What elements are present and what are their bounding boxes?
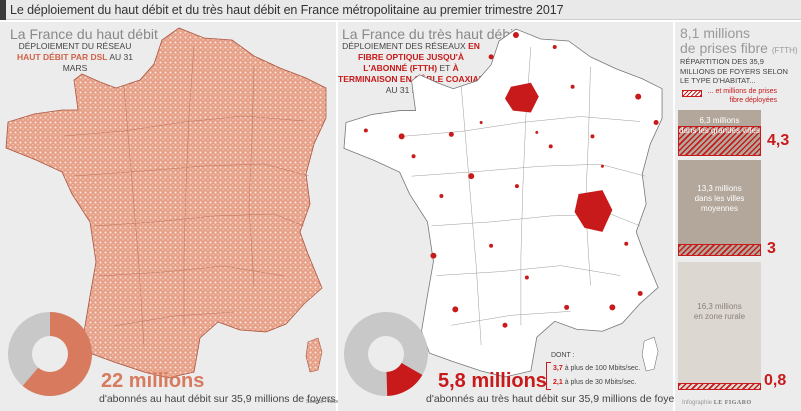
ftth-areas [363,32,659,328]
right-description: RÉPARTITION DES 35,9 MILLIONS DE FOYERS … [680,57,788,85]
detail-text: à plus de 30 Mbits/sec. [564,379,637,386]
mid-big-number: 5,8 millions [438,370,547,392]
donut-haut-debit [8,312,92,396]
ftth-paris [505,82,539,113]
map-tres-haut-debit [343,28,663,378]
mid-subtitle-d: ET [439,63,451,73]
ftth-lyon [574,190,613,232]
mid-subtitle-b: EN FIBRE OPTIQUE [358,41,480,62]
block-label-value: 13,3 millions [697,184,742,193]
dont-label: DONT : [551,352,575,359]
right-title-unit: (FTTH) [771,46,798,55]
title-bar: Le déploiement du haut débit et du très … [0,0,801,20]
fiber-value: 0,8 [764,372,787,389]
mid-subtitle-c: JUSQU'À L'ABONNÉ (FTTH) [363,52,464,73]
detail-bracket [546,362,551,390]
block-label: 16,3 millions en zone rurale [678,302,761,322]
block-label: 6,3 millions dans les grandes villes [678,116,761,136]
detail-text: à plus de 100 Mbits/sec. [564,365,641,372]
left-caption: d'abonnés au haut débit sur 35,9 million… [99,393,336,405]
block-zone-rurale: 16,3 millions en zone rurale [678,262,761,390]
donut-tres-haut-debit [344,312,428,396]
block-label-text: en zone rurale [693,312,746,321]
left-subtitle-date: AU 31 MARS [62,52,134,73]
left-title: La France du haut débit [10,26,158,42]
mid-subtitle: DÉPLOIEMENT DES RÉSEAUX EN FIBRE OPTIQUE… [336,41,486,96]
france-shape [5,27,327,379]
detail-item: 2,1 à plus de 30 Mbits/sec. [553,376,640,390]
corsica-shape [305,337,323,373]
page-title: Le déploiement du haut débit et du très … [10,3,564,17]
mid-subtitle-f: EN CÂBLE COAXIAL [399,74,484,84]
detail-value: 3,7 [553,365,563,372]
credit-infographie: Infographie [682,400,713,406]
department-borders-ftth [401,46,646,346]
right-title-line1: 8,1 millions [680,25,751,41]
mid-subtitle-g: AU 31 MARS [385,85,437,95]
corsica-shape-ftth [641,336,659,372]
left-subtitle-highlight: HAUT DÉBIT PAR DSL [16,52,108,62]
legend-swatch [682,90,702,97]
fiber-hatch [678,383,761,390]
block-label-value: 6,3 millions [699,116,740,125]
map-haut-debit [5,27,327,379]
left-subtitle-text: DÉPLOIEMENT DU RÉSEAU [18,41,132,51]
title-marker [0,0,6,20]
left-subtitle: DÉPLOIEMENT DU RÉSEAU HAUT DÉBIT PAR DSL… [10,41,140,74]
fiber-value: 3 [767,240,776,257]
mid-caption: d'abonnés au très haut débit sur 35,9 mi… [426,393,684,405]
block-label-text: dans les villes moyennes [694,194,745,213]
credit: Infographie LE FIGARO [682,400,752,406]
detail-list: 3,7 à plus de 100 Mbits/sec. 2,1 à plus … [553,362,640,390]
department-borders [63,45,310,347]
donut-hole [32,336,68,372]
fiber-hatch [678,126,761,156]
right-title-line2: de prises fibre [680,40,768,56]
left-big-number: 22 millions [101,370,205,392]
fiber-hatch [678,244,761,256]
block-villes-moyennes: 13,3 millions dans les villes moyennes [678,160,761,256]
credit-logo: LE FIGARO [713,400,752,406]
legend-text: ... et millions de prises fibre déployée… [707,88,777,104]
mid-subtitle-a: DÉPLOIEMENT DES RÉSEAUX [342,41,466,51]
detail-value: 2,1 [553,379,563,386]
block-grandes-villes: 6,3 millions dans les grandes villes [678,110,761,156]
mid-subtitle-e: À TERMINAISON [338,63,459,84]
detail-item: 3,7 à plus de 100 Mbits/sec. [553,362,640,376]
mid-title: La France du très haut débit [342,26,518,42]
block-label-value: 16,3 millions [697,302,742,311]
block-label: 13,3 millions dans les villes moyennes [678,184,761,214]
france-shape-ftth [343,28,663,378]
source-label: Source : Arcep [306,399,343,405]
donut-hole-ftth [368,336,404,372]
block-label-text: dans les grandes villes [679,126,760,135]
fiber-value: 4,3 [767,132,790,149]
right-title: 8,1 millions de prises fibre (FTTH) [680,26,798,58]
